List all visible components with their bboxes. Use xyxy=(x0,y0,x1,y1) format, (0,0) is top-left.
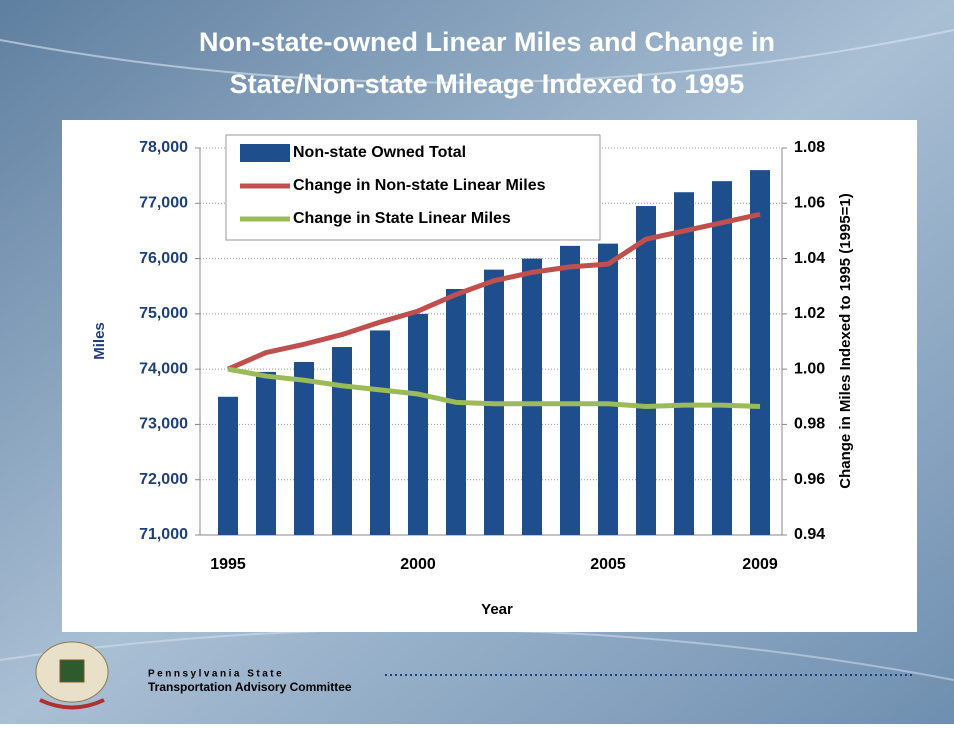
bar xyxy=(712,181,732,535)
y2-axis-label: Change in Miles Indexed to 1995 (1995=1) xyxy=(837,193,854,489)
x-axis-label: Year xyxy=(481,601,513,618)
y-tick-label: 78,000 xyxy=(139,139,188,156)
y2-tick-label: 0.96 xyxy=(794,471,825,488)
y-tick-label: 76,000 xyxy=(139,250,188,267)
bar xyxy=(332,347,352,535)
bar xyxy=(294,361,314,535)
y2-tick-label: 0.98 xyxy=(794,416,825,433)
y2-tick-label: 1.00 xyxy=(794,360,825,377)
legend-swatch xyxy=(240,144,290,162)
y-tick-label: 73,000 xyxy=(139,416,188,433)
y-tick-label: 75,000 xyxy=(139,305,188,322)
y2-tick-label: 1.08 xyxy=(794,139,825,156)
y-tick-label: 72,000 xyxy=(139,471,188,488)
x-tick-label: 1995 xyxy=(210,556,246,573)
bar xyxy=(408,313,428,535)
title: State/Non-state Mileage Indexed to 1995 xyxy=(230,69,745,99)
y-tick-label: 77,000 xyxy=(139,195,188,212)
x-tick-label: 2000 xyxy=(400,556,436,573)
org-name: Transportation Advisory Committee xyxy=(148,680,352,694)
bar xyxy=(522,258,542,535)
bar xyxy=(560,245,580,535)
x-tick-label: 2005 xyxy=(590,556,626,573)
ribbon xyxy=(39,698,105,710)
legend-label: Change in Non-state Linear Miles xyxy=(293,177,546,194)
title: Non-state-owned Linear Miles and Change … xyxy=(199,27,775,57)
org-name: Pennsylvania State xyxy=(148,669,284,680)
bar xyxy=(750,170,770,535)
plot: 71,000 72,000 73,000 74,000 75,000 76,000 77,0… xyxy=(91,134,854,618)
y-tick-label: 74,000 xyxy=(139,360,188,377)
bar xyxy=(636,206,656,536)
bar xyxy=(446,288,466,535)
y-tick-label: 71,000 xyxy=(139,526,188,543)
bar xyxy=(256,371,276,535)
line xyxy=(227,366,761,409)
y2-tick-label: 0.94 xyxy=(794,526,825,543)
y2-tick-label: 1.02 xyxy=(794,305,825,322)
bar xyxy=(370,330,390,535)
bar xyxy=(218,396,238,535)
bar xyxy=(674,192,694,535)
y2-tick-label: 1.04 xyxy=(794,250,825,267)
y2-tick-label: 1.06 xyxy=(794,195,825,212)
swoosh xyxy=(0,29,954,84)
logo xyxy=(35,641,109,710)
shield xyxy=(59,659,85,683)
x-tick-label: 2009 xyxy=(742,556,778,573)
legend-label: Non-state Owned Total xyxy=(293,144,466,161)
legend-label: Change in State Linear Miles xyxy=(293,210,511,227)
bar xyxy=(598,243,618,535)
line xyxy=(226,211,761,372)
y-axis-label: Miles xyxy=(91,322,108,360)
